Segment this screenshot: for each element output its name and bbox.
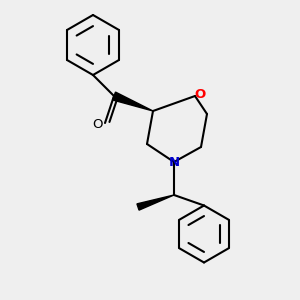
Text: N: N — [168, 155, 180, 169]
Text: O: O — [195, 88, 206, 101]
Polygon shape — [137, 195, 174, 210]
Polygon shape — [112, 92, 153, 111]
Text: O: O — [92, 118, 103, 131]
